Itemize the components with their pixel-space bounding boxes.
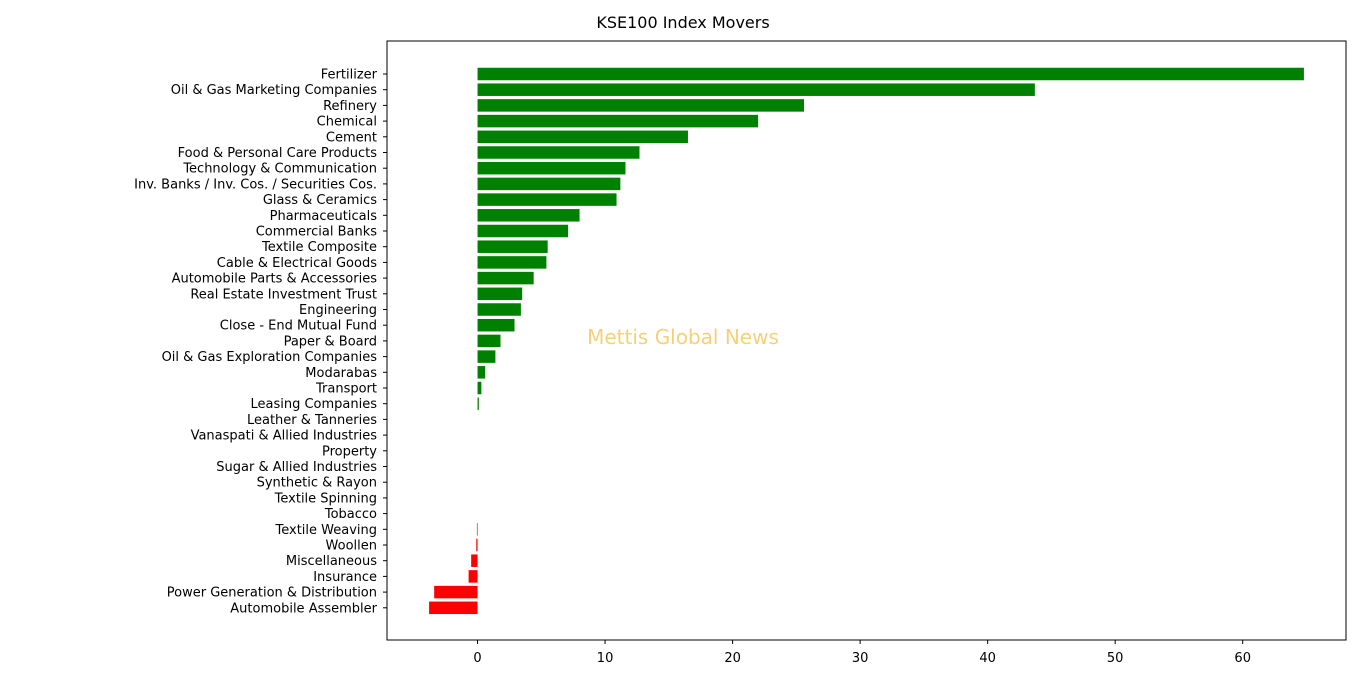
- x-tick-label: 40: [979, 651, 996, 666]
- bar-cement: [477, 130, 688, 144]
- bar-inv-banks-inv-cos-securities-cos: [477, 177, 621, 191]
- bar-insurance: [468, 570, 478, 583]
- bar-glass-ceramics: [477, 193, 617, 206]
- bar-transport: [477, 381, 482, 395]
- bar-paper-board: [477, 334, 501, 348]
- category-label: Transport: [315, 382, 377, 397]
- x-axis-ticks: 0 10 20 30 40 50 60: [473, 640, 1251, 666]
- category-label: Leasing Companies: [250, 397, 377, 412]
- bar-real-estate-investment-trust: [477, 287, 523, 301]
- bar-power-generation-distribution: [434, 585, 478, 599]
- watermark-text: Mettis Global News: [587, 325, 779, 349]
- bar-woollen: [476, 538, 478, 552]
- category-label: Glass & Ceramics: [263, 193, 377, 208]
- bar-automobile-parts-accessories: [477, 271, 534, 285]
- category-label: Tobacco: [324, 507, 377, 522]
- category-label: Insurance: [313, 570, 377, 585]
- bar-food-personal-care-products: [477, 146, 640, 159]
- category-label: Leather & Tanneries: [247, 413, 377, 428]
- bar-fertilizer: [477, 67, 1304, 81]
- category-label: Paper & Board: [284, 334, 377, 349]
- category-label: Oil & Gas Exploration Companies: [162, 350, 378, 365]
- category-label: Synthetic & Rayon: [257, 476, 377, 491]
- bar-oil-gas-marketing-companies: [477, 83, 1035, 96]
- category-label: Chemical: [317, 115, 377, 130]
- bar-textile-weaving: [476, 523, 478, 536]
- x-tick-label: 50: [1107, 651, 1124, 666]
- category-label: Modarabas: [305, 366, 377, 381]
- category-label: Refinery: [323, 99, 377, 114]
- bar-leasing-companies: [477, 397, 479, 410]
- category-label: Sugar & Allied Industries: [216, 460, 377, 475]
- x-tick-label: 30: [852, 651, 869, 666]
- bar-cable-electrical-goods: [477, 256, 547, 269]
- category-label: Technology & Communication: [182, 162, 377, 177]
- category-label: Cement: [326, 130, 377, 145]
- category-label: Vanaspati & Allied Industries: [191, 429, 378, 444]
- category-label: Cable & Electrical Goods: [217, 256, 377, 271]
- category-label: Real Estate Investment Trust: [190, 287, 377, 302]
- bar-miscellaneous: [471, 554, 478, 567]
- chart-title: KSE100 Index Movers: [596, 13, 769, 32]
- category-label: Automobile Parts & Accessories: [172, 272, 378, 287]
- bar-textile-composite: [477, 240, 548, 253]
- category-label: Commercial Banks: [256, 225, 378, 240]
- plot-frame: [386, 40, 1347, 641]
- category-label: Textile Composite: [261, 240, 377, 255]
- category-label: Miscellaneous: [286, 554, 377, 569]
- bars-layer: [429, 67, 1304, 615]
- x-tick-label: 0: [473, 651, 481, 666]
- bar-automobile-assembler: [429, 601, 478, 615]
- category-label: Textile Weaving: [275, 523, 378, 538]
- x-tick-label: 60: [1234, 651, 1251, 666]
- category-label: Pharmaceuticals: [270, 209, 378, 224]
- category-label: Close - End Mutual Fund: [220, 319, 377, 334]
- x-tick-label: 20: [724, 651, 741, 666]
- category-label: Oil & Gas Marketing Companies: [171, 83, 377, 98]
- bar-pharmaceuticals: [477, 209, 580, 222]
- bar-chemical: [477, 114, 759, 128]
- bar-refinery: [477, 99, 805, 112]
- bar-oil-gas-exploration-companies: [477, 350, 496, 363]
- x-tick-label: 10: [597, 651, 614, 666]
- bar-commercial-banks: [477, 224, 569, 238]
- category-label: Fertilizer: [321, 68, 378, 83]
- bar-modarabas: [477, 366, 486, 379]
- category-label: Automobile Assembler: [230, 601, 377, 616]
- category-label: Textile Spinning: [274, 491, 377, 506]
- bar-close-end-mutual-fund: [477, 318, 515, 332]
- bar-engineering: [477, 303, 521, 316]
- category-label: Inv. Banks / Inv. Cos. / Securities Cos.: [134, 177, 377, 192]
- category-label: Engineering: [299, 303, 377, 318]
- category-label: Food & Personal Care Products: [178, 146, 378, 161]
- category-label: Power Generation & Distribution: [167, 586, 377, 601]
- category-label: Woollen: [326, 539, 377, 554]
- bar-technology-communication: [477, 161, 626, 175]
- category-label: Property: [322, 444, 377, 459]
